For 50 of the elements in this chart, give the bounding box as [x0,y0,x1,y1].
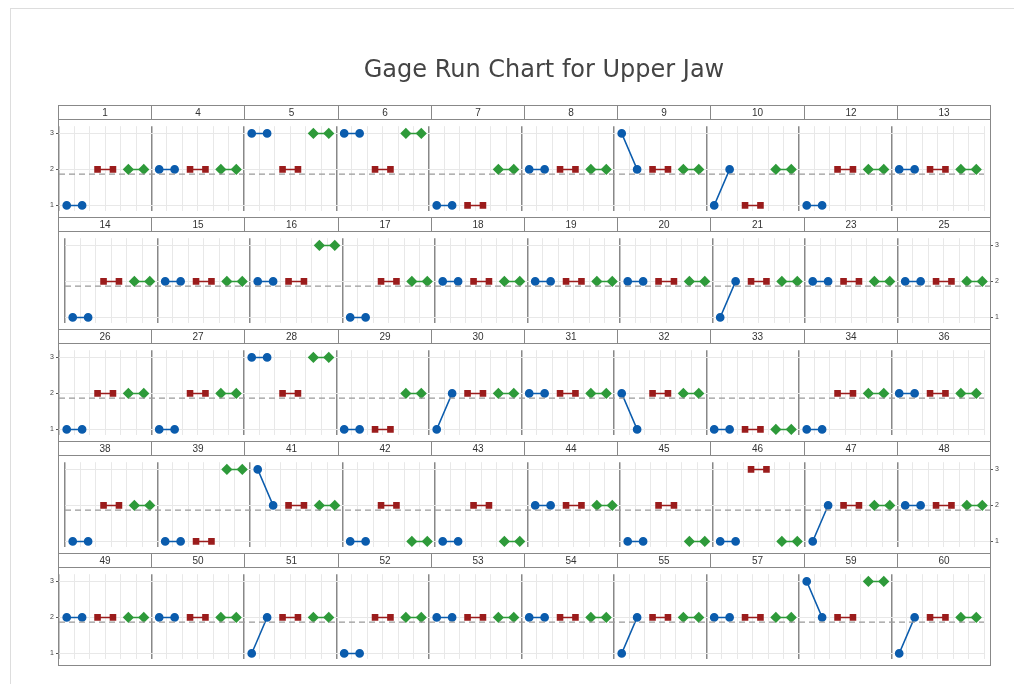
text: 31 [524,329,618,344]
text: 48 [897,441,991,456]
text: 14 [58,217,152,232]
text: 19 [524,217,618,232]
text: 52 [338,553,432,568]
text: 44 [524,441,618,456]
text: 20 [617,217,711,232]
text: 28 [244,329,339,344]
text: 46 [710,441,805,456]
text: 51 [244,553,339,568]
text: 49 [58,553,152,568]
text: 33 [710,329,805,344]
text: 15 [151,217,245,232]
text: 18 [431,217,525,232]
text: 39 [151,441,245,456]
text: 4 [151,105,245,120]
text: 54 [524,553,618,568]
text: 26 [58,329,152,344]
text: 42 [338,441,432,456]
text: 25 [897,217,991,232]
text: 45 [617,441,711,456]
text: 12 [804,105,898,120]
text: 10 [710,105,805,120]
text: 60 [897,553,991,568]
text: 27 [151,329,245,344]
text: 9 [617,105,711,120]
text: 36 [897,329,991,344]
text: 6 [338,105,432,120]
text: 7 [431,105,525,120]
text: 59 [804,553,898,568]
text: 29 [338,329,432,344]
text: 17 [338,217,432,232]
text: 21 [710,217,805,232]
text: 16 [244,217,339,232]
text: 34 [804,329,898,344]
text: 50 [151,553,245,568]
text: 41 [244,441,339,456]
text: 53 [431,553,525,568]
text: 8 [524,105,618,120]
text: Gage Run Chart for Upper Jaw [362,55,726,83]
text: 55 [617,553,711,568]
text: 57 [710,553,805,568]
text: 13 [897,105,991,120]
text: 30 [431,329,525,344]
text: 32 [617,329,711,344]
text: 38 [58,441,152,456]
text: 47 [804,441,898,456]
text: 23 [804,217,898,232]
text: 43 [431,441,525,456]
text: 5 [244,105,339,120]
